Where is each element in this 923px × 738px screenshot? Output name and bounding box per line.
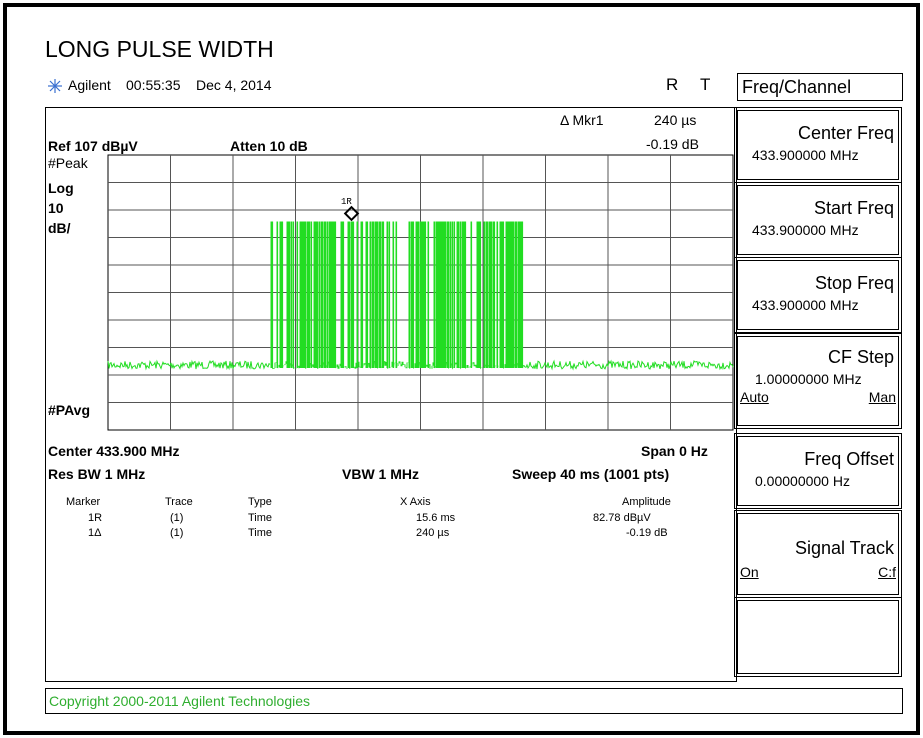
ref-level: Ref 107 dBµV — [48, 138, 138, 154]
frame — [3, 3, 920, 735]
softkey-value: 0.00000000 Hz — [755, 473, 850, 489]
table-cell: 240 µs — [416, 527, 450, 539]
softkey-option: On — [740, 564, 759, 580]
scale: 10 — [48, 200, 64, 216]
softkey-option: Auto — [740, 389, 769, 405]
softkey-label: Stop Freq — [814, 273, 894, 293]
table-cell: 1Δ — [88, 527, 102, 539]
table-header: Trace — [165, 496, 193, 508]
softkey-value: 433.900000 MHz — [752, 147, 859, 163]
vbw: VBW 1 MHz — [342, 466, 419, 482]
span: Span 0 Hz — [641, 443, 708, 459]
copyright: Copyright 2000-2011 Agilent Technologies — [49, 693, 311, 709]
table-header: X Axis — [400, 496, 431, 508]
rbw: Res BW 1 MHz — [48, 466, 146, 482]
detector: #Peak — [48, 155, 88, 171]
softkey[interactable]: Signal Track On C:f — [734, 510, 902, 598]
menu-title: Freq/Channel — [742, 77, 852, 97]
softkey-value: 433.900000 MHz — [752, 297, 859, 313]
marker-readout-y: -0.19 dB — [646, 136, 699, 152]
softkey-value: 1.00000000 MHz — [755, 371, 862, 387]
softkey-value: 433.900000 MHz — [752, 222, 859, 238]
table-cell: 1R — [88, 512, 103, 524]
sweep: Sweep 40 ms (1001 pts) — [512, 466, 670, 482]
softkey[interactable]: Freq Offset 0.00000000 Hz — [734, 433, 902, 509]
softkey[interactable] — [734, 597, 902, 677]
softkey[interactable]: CF Step 1.00000000 MHz Auto Man — [734, 333, 902, 429]
table-cell: 15.6 ms — [416, 512, 456, 524]
trace — [107, 221, 734, 371]
time: 00:55:35 — [126, 77, 181, 93]
softkey-option: C:f — [878, 564, 896, 580]
table-cell: (1) — [170, 527, 184, 539]
softkey-label: Start Freq — [813, 198, 894, 218]
title: LONG PULSE WIDTH — [45, 36, 274, 62]
avg: #PAvg — [48, 402, 91, 418]
marker-readout-x: 240 µs — [654, 112, 697, 128]
scale-type: Log — [48, 180, 74, 196]
table-header: Marker — [66, 496, 101, 508]
softkey-label: CF Step — [827, 347, 894, 367]
table-cell: Time — [248, 512, 273, 524]
menu-title-box: Freq/Channel — [737, 73, 903, 101]
t-flag: T — [700, 75, 711, 94]
r-flag: R — [666, 75, 679, 94]
table-cell: 82.78 dBµV — [593, 512, 651, 524]
marker-readout-label: Δ Mkr1 — [560, 112, 604, 128]
softkey-label: Freq Offset — [804, 449, 894, 469]
date: Dec 4, 2014 — [196, 77, 272, 93]
brand: Agilent — [68, 77, 111, 93]
softkey[interactable]: Start Freq 433.900000 MHz — [734, 182, 902, 258]
table-cell: -0.19 dB — [626, 527, 668, 539]
status-bar: Copyright 2000-2011 Agilent Technologies — [45, 688, 903, 714]
softkey-option: Man — [868, 389, 896, 405]
table-header: Type — [248, 496, 272, 508]
logo — [48, 79, 62, 93]
table-cell: Time — [248, 527, 273, 539]
softkey[interactable]: Stop Freq 433.900000 MHz — [734, 257, 902, 333]
marker-label: 1R — [341, 197, 352, 207]
softkey-label: Signal Track — [794, 538, 894, 558]
display-box — [45, 107, 737, 682]
scale-unit: dB/ — [48, 220, 71, 236]
center: Center 433.900 MHz — [48, 443, 180, 459]
softkey-label: Center Freq — [797, 123, 894, 143]
marker-symbol — [343, 205, 360, 222]
atten: Atten 10 dB — [230, 138, 308, 154]
table-cell: (1) — [170, 512, 184, 524]
softkey[interactable]: Center Freq 433.900000 MHz — [734, 107, 902, 183]
table-header: Amplitude — [622, 496, 671, 508]
